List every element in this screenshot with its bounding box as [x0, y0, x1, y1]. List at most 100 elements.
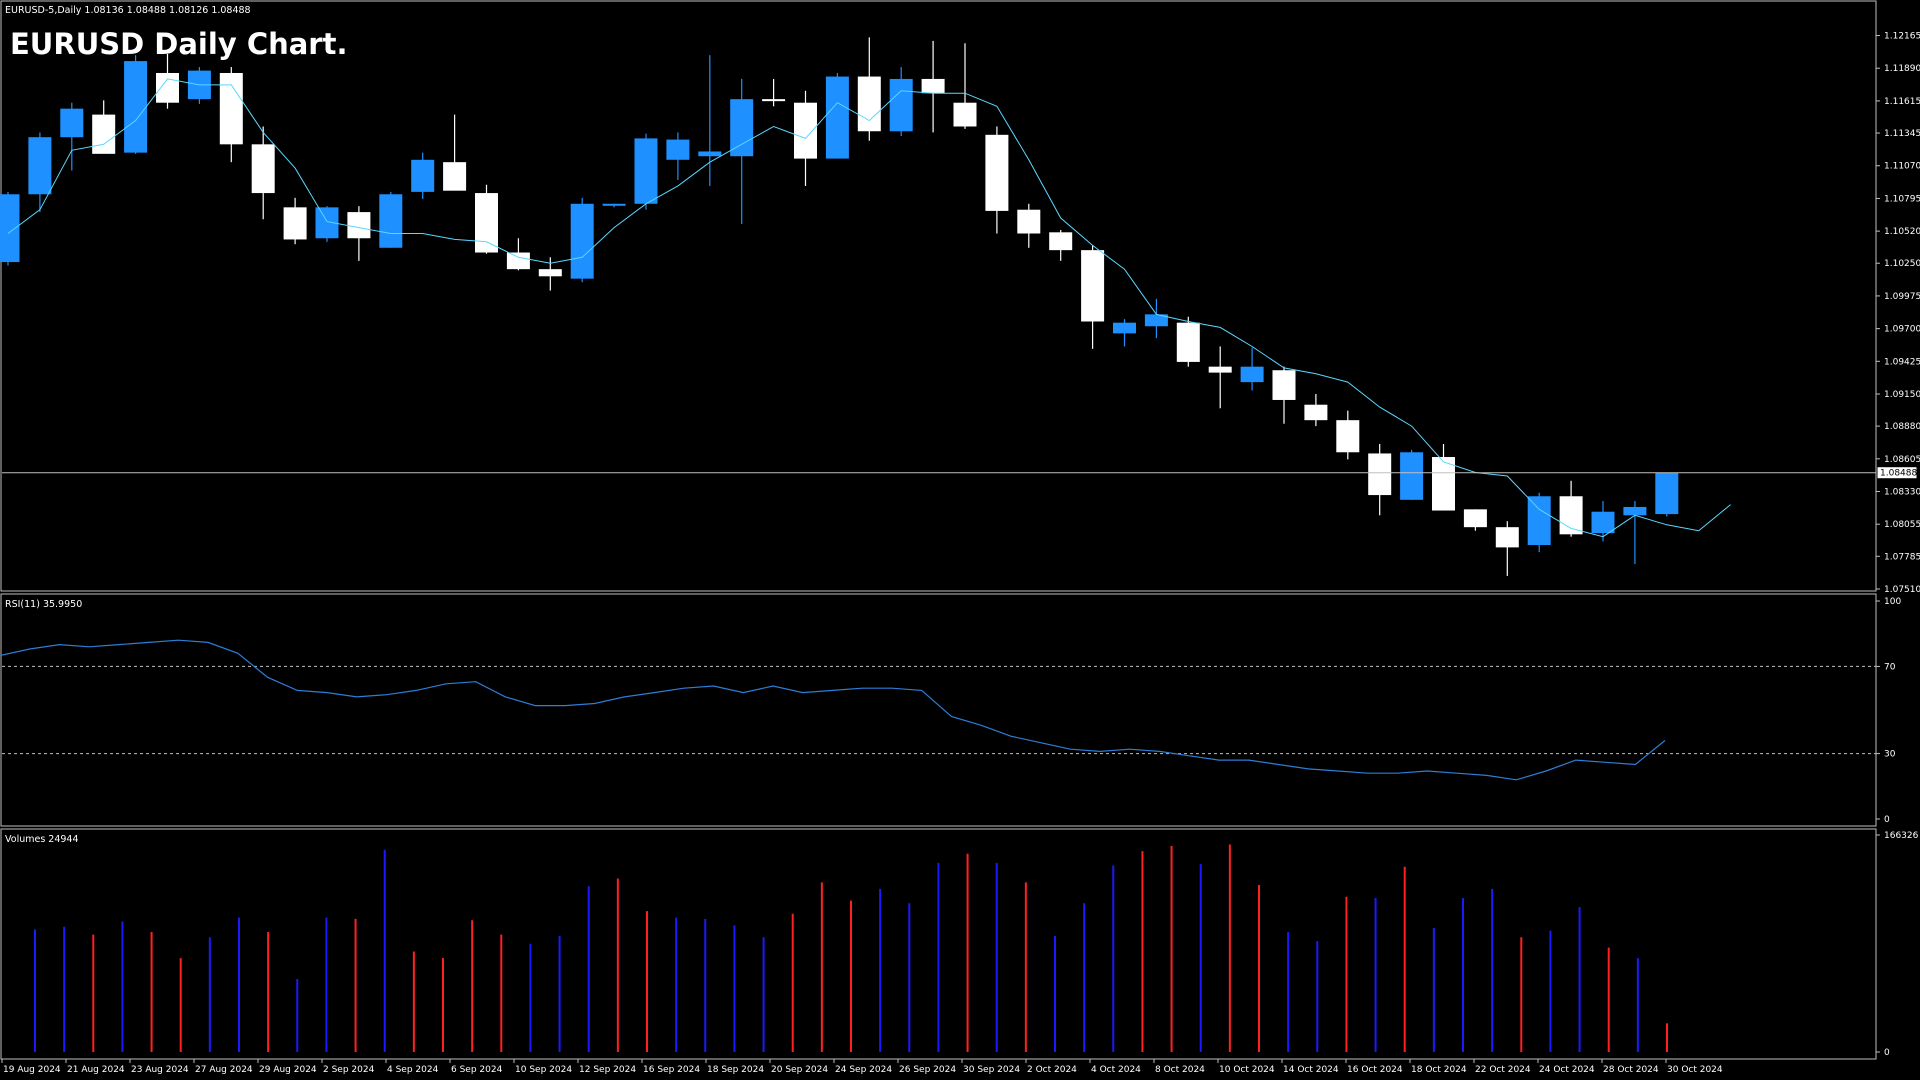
time-tick-label: 30 Sep 2024 — [963, 1065, 1020, 1075]
candle-body — [347, 212, 371, 239]
time-tick-label: 10 Sep 2024 — [515, 1065, 572, 1075]
time-tick-label: 19 Aug 2024 — [3, 1065, 61, 1075]
volume-tick-label: 0 — [1884, 1048, 1890, 1058]
time-tick-label: 24 Sep 2024 — [835, 1065, 892, 1075]
price-tick-label: 1.08330 — [1884, 488, 1920, 498]
rsi-tick-label: 70 — [1884, 662, 1896, 672]
candle-body — [1304, 404, 1328, 421]
candle-body — [570, 203, 594, 279]
price-tick-label: 1.10795 — [1884, 194, 1920, 204]
candle-body — [921, 78, 945, 94]
candle-body — [985, 134, 1009, 211]
time-tick-label: 26 Sep 2024 — [899, 1065, 956, 1075]
price-tick-label: 1.09700 — [1884, 325, 1920, 335]
candle-body — [538, 269, 562, 277]
candle-body — [1527, 496, 1551, 546]
price-tick-label: 1.07785 — [1884, 552, 1920, 562]
rsi-panel-frame — [0, 593, 1877, 827]
rsi-tick-label: 100 — [1884, 597, 1901, 607]
price-axis: 1.12165 1.11890 1.11615 1.11345 1.11070 1.107… — [1876, 32, 1920, 595]
time-tick-label: 10 Oct 2024 — [1219, 1065, 1275, 1075]
candle-body — [825, 76, 849, 159]
price-tick-label: 1.12165 — [1884, 32, 1920, 42]
candle-body — [1368, 453, 1392, 496]
volume-axis: 166326 0 — [1876, 831, 1919, 1058]
candle-body — [60, 108, 84, 138]
symbol-info: EURUSD-5,Daily 1.08136 1.08488 1.08126 1… — [5, 5, 251, 16]
candle-body — [219, 72, 243, 145]
current-price-label: 1.08488 — [1880, 469, 1917, 479]
candle-body — [666, 139, 690, 160]
rsi-label: RSI(11) 35.9950 — [5, 599, 82, 610]
price-tick-label: 1.07510 — [1884, 585, 1920, 595]
time-tick-label: 4 Sep 2024 — [387, 1065, 439, 1075]
candle-body — [698, 151, 722, 157]
candle-body — [1017, 209, 1041, 234]
time-tick-label: 23 Aug 2024 — [131, 1065, 189, 1075]
time-tick-label: 24 Oct 2024 — [1539, 1065, 1595, 1075]
candle-body — [602, 203, 626, 206]
time-axis: 19 Aug 2024 21 Aug 2024 23 Aug 2024 27 Aug … — [1, 1059, 1723, 1075]
candle-body — [28, 137, 52, 195]
rsi-line — [0, 639, 1666, 781]
price-tick-label: 1.09975 — [1884, 292, 1920, 302]
candle-body — [1081, 250, 1105, 322]
time-tick-label: 28 Oct 2024 — [1603, 1065, 1659, 1075]
volume-bars — [34, 844, 1668, 1052]
candle-body — [1432, 457, 1455, 511]
candle-body — [443, 162, 467, 191]
time-tick-label: 6 Sep 2024 — [451, 1065, 503, 1075]
candle-body — [1240, 366, 1264, 383]
candle-body — [889, 78, 913, 132]
candle-body — [1272, 370, 1296, 400]
candle-body — [857, 76, 881, 132]
candle-body — [1655, 472, 1679, 515]
volume-panel-frame — [0, 828, 1877, 1060]
price-tick-label: 1.09425 — [1884, 357, 1920, 367]
current-price-tag — [1876, 466, 1918, 480]
price-tick-label: 1.11345 — [1884, 129, 1920, 139]
time-tick-label: 16 Sep 2024 — [643, 1065, 700, 1075]
time-tick-label: 30 Oct 2024 — [1667, 1065, 1723, 1075]
volume-tick-label: 166326 — [1884, 831, 1919, 841]
price-tick-label: 1.08605 — [1884, 455, 1920, 465]
time-tick-label: 2 Oct 2024 — [1027, 1065, 1077, 1075]
chart-title: EURUSD Daily Chart. — [10, 27, 348, 61]
price-tick-label: 1.11070 — [1884, 162, 1920, 172]
candle-body — [156, 72, 179, 103]
candle-body — [379, 194, 403, 248]
candle-body — [1176, 322, 1200, 362]
time-tick-label: 20 Sep 2024 — [771, 1065, 828, 1075]
candle-body — [1495, 527, 1519, 548]
time-tick-label: 18 Oct 2024 — [1411, 1065, 1467, 1075]
candle-body — [1463, 509, 1487, 528]
candle-body — [1623, 506, 1647, 516]
price-tick-label: 1.10520 — [1884, 227, 1920, 237]
candle-body — [1113, 322, 1136, 334]
time-tick-label: 22 Oct 2024 — [1475, 1065, 1531, 1075]
candle-body — [1049, 232, 1073, 251]
candle-body — [794, 102, 817, 159]
volume-label: Volumes 24944 — [5, 834, 79, 845]
candle-body — [1208, 366, 1232, 373]
candle-body — [506, 252, 530, 270]
candle-body — [411, 159, 435, 192]
rsi-tick-label: 30 — [1884, 750, 1896, 760]
rsi-tick-label: 0 — [1884, 815, 1890, 825]
price-tick-label: 1.11890 — [1884, 64, 1920, 74]
moving-average-line — [7, 78, 1731, 538]
candle-body — [0, 194, 20, 263]
price-tick-label: 1.09150 — [1884, 390, 1920, 400]
time-tick-label: 14 Oct 2024 — [1283, 1065, 1339, 1075]
time-tick-label: 27 Aug 2024 — [195, 1065, 253, 1075]
time-tick-label: 21 Aug 2024 — [67, 1065, 125, 1075]
candle-body — [953, 102, 977, 127]
candle-body — [1144, 314, 1168, 327]
time-tick-label: 4 Oct 2024 — [1091, 1065, 1141, 1075]
candles-layer — [0, 37, 1679, 576]
time-tick-label: 12 Sep 2024 — [579, 1065, 636, 1075]
price-tick-label: 1.08055 — [1884, 520, 1920, 530]
time-tick-label: 2 Sep 2024 — [323, 1065, 375, 1075]
candle-body — [283, 207, 307, 240]
